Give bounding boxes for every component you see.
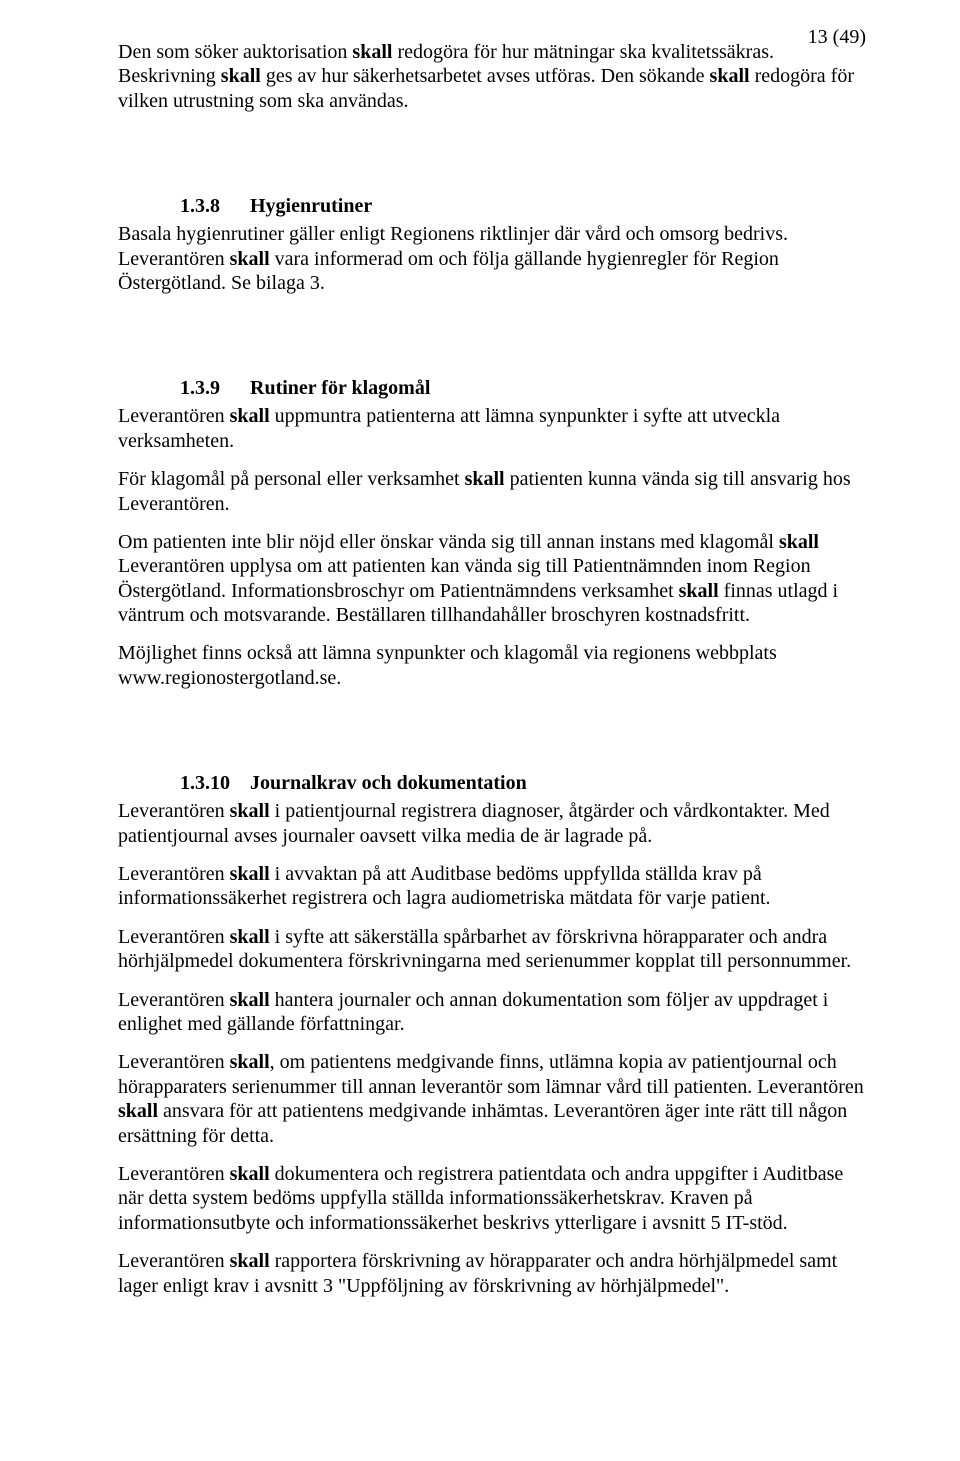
heading-title: Rutiner för klagomål xyxy=(250,377,430,400)
bold-text: skall xyxy=(230,1163,270,1185)
bold-text: skall xyxy=(230,800,270,822)
bold-text: skall xyxy=(221,65,261,87)
body-paragraph: Leverantören skall hantera journaler och… xyxy=(118,988,870,1037)
bold-text: skall xyxy=(230,1250,270,1272)
body-paragraph: Leverantören skall i avvaktan på att Aud… xyxy=(118,862,870,911)
body-paragraph: Leverantören skall dokumentera och regis… xyxy=(118,1162,870,1235)
heading-number: 1.3.9 xyxy=(118,377,250,400)
text: Leverantören xyxy=(118,989,230,1011)
text: ges av hur säkerhetsarbetet avses utföra… xyxy=(261,65,710,87)
intro-paragraph: Den som söker auktorisation skall redogö… xyxy=(118,40,870,113)
text: ansvara för att patientens medgivande in… xyxy=(118,1100,847,1146)
bold-text: skall xyxy=(230,989,270,1011)
heading-title: Hygienrutiner xyxy=(250,195,372,218)
bold-text: skall xyxy=(679,580,719,602)
body-paragraph: Leverantören skall, om patientens medgiv… xyxy=(118,1050,870,1148)
text: Leverantören xyxy=(118,1250,230,1272)
bold-text: skall xyxy=(230,863,270,885)
text: För klagomål på personal eller verksamhe… xyxy=(118,468,465,490)
text: Leverantören xyxy=(118,926,230,948)
text: Leverantören xyxy=(118,800,230,822)
bold-text: skall xyxy=(779,531,819,553)
text: Leverantören xyxy=(118,863,230,885)
document-page: 13 (49) Den som söker auktorisation skal… xyxy=(0,0,960,1461)
body-paragraph: Möjlighet finns också att lämna synpunkt… xyxy=(118,641,870,690)
bold-text: skall xyxy=(230,926,270,948)
heading-title: Journalkrav och dokumentation xyxy=(250,772,527,795)
section-heading-138: 1.3.8 Hygienrutiner xyxy=(118,195,870,218)
page-number: 13 (49) xyxy=(808,26,866,49)
text: Möjlighet finns också att lämna synpunkt… xyxy=(118,642,777,688)
body-paragraph: Om patienten inte blir nöjd eller önskar… xyxy=(118,530,870,628)
bold-text: skall xyxy=(465,468,505,490)
bold-text: skall xyxy=(352,41,392,63)
body-paragraph: Leverantören skall uppmuntra patienterna… xyxy=(118,404,870,453)
section-heading-139: 1.3.9 Rutiner för klagomål xyxy=(118,377,870,400)
bold-text: skall xyxy=(710,65,750,87)
text: Leverantören xyxy=(118,1051,230,1073)
body-paragraph: Leverantören skall rapportera förskrivni… xyxy=(118,1249,870,1298)
body-paragraph: Leverantören skall i syfte att säkerstäl… xyxy=(118,925,870,974)
body-paragraph: Basala hygienrutiner gäller enligt Regio… xyxy=(118,222,870,295)
text: Leverantören xyxy=(118,405,230,427)
bold-text: skall xyxy=(118,1100,158,1122)
text: Leverantören xyxy=(118,1163,230,1185)
bold-text: skall xyxy=(230,405,270,427)
body-paragraph: För klagomål på personal eller verksamhe… xyxy=(118,467,870,516)
heading-number: 1.3.10 xyxy=(118,772,250,795)
section-heading-1310: 1.3.10 Journalkrav och dokumentation xyxy=(118,772,870,795)
text: Den som söker auktorisation xyxy=(118,41,352,63)
bold-text: skall xyxy=(230,1051,270,1073)
heading-number: 1.3.8 xyxy=(118,195,250,218)
text: Om patienten inte blir nöjd eller önskar… xyxy=(118,531,779,553)
body-paragraph: Leverantören skall i patientjournal regi… xyxy=(118,799,870,848)
bold-text: skall xyxy=(230,248,270,270)
